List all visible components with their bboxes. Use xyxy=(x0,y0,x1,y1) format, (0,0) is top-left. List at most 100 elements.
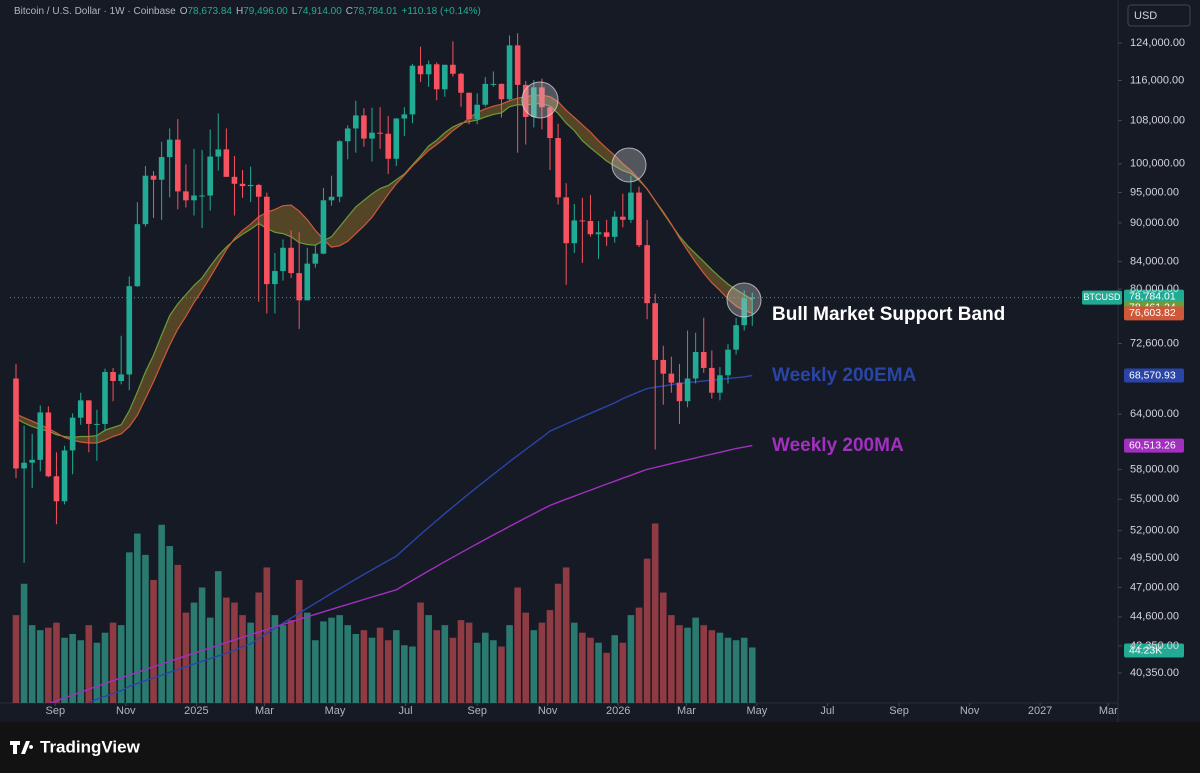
volume-bar xyxy=(465,622,473,703)
candle-body xyxy=(644,245,650,304)
volume-bar xyxy=(659,592,667,703)
indicator-line xyxy=(15,94,753,444)
y-tick-label: 124,000.00 xyxy=(1130,37,1185,49)
y-tick-label: 44,600.00 xyxy=(1130,611,1179,623)
candle-body xyxy=(61,450,68,502)
volume-bar xyxy=(109,622,117,703)
volume-bar xyxy=(287,620,295,703)
volume-bar xyxy=(142,554,149,703)
annotation: Bull Market Support Band xyxy=(772,304,1005,325)
volume-bar xyxy=(263,567,271,703)
candle-body xyxy=(296,273,302,301)
candle-body xyxy=(183,191,189,201)
annotation: Weekly 200EMA xyxy=(772,365,917,386)
volume-bar xyxy=(457,620,465,703)
volume-bar xyxy=(692,617,699,703)
volume-bar xyxy=(360,630,368,703)
candle-body xyxy=(676,382,683,402)
volume-bar xyxy=(554,583,562,703)
volume-bar xyxy=(708,630,716,703)
x-tick-label: Jul xyxy=(398,705,412,717)
y-tick-label: 55,000.00 xyxy=(1130,493,1179,505)
volume-bar xyxy=(732,640,740,703)
volume-bar xyxy=(716,632,724,703)
candle-body xyxy=(514,45,521,85)
x-tick-label: Sep xyxy=(889,705,909,717)
x-tick-label: Sep xyxy=(46,705,66,717)
volume-bar xyxy=(481,632,489,703)
candle-body xyxy=(29,459,35,463)
volume-bar xyxy=(247,622,254,703)
candle-body xyxy=(652,303,658,360)
symbol-tag xyxy=(1082,290,1122,305)
header-text: 74,914.00 xyxy=(297,6,342,17)
volume-bar xyxy=(368,637,376,703)
candle-body xyxy=(579,220,586,222)
volume-bar xyxy=(490,640,497,703)
volume-bar xyxy=(312,640,319,703)
volume-bar xyxy=(392,630,400,703)
y-tick-label: 49,500.00 xyxy=(1130,552,1179,564)
candle-body xyxy=(709,367,715,393)
candle-body xyxy=(150,175,157,180)
y-tick-label: 108,000.00 xyxy=(1130,115,1185,127)
currency-label[interactable]: USD xyxy=(1134,10,1157,22)
highlight-circle xyxy=(521,81,559,119)
candle-body xyxy=(13,378,19,469)
volume-bar xyxy=(603,652,610,703)
volume-bar xyxy=(231,602,238,703)
candle-body xyxy=(587,221,594,235)
volume-bar xyxy=(20,583,28,703)
candle-body xyxy=(126,286,133,375)
volume-bar xyxy=(449,637,457,703)
volume-bar xyxy=(740,637,748,703)
candle-body xyxy=(522,84,529,117)
indicator-line xyxy=(15,103,753,439)
volume-bar xyxy=(198,587,206,703)
candle-body xyxy=(86,400,92,424)
candle-body xyxy=(595,232,602,235)
candle-body xyxy=(288,247,294,274)
y-tick-label: 95,000.00 xyxy=(1130,186,1179,198)
y-tick-label: 84,000.00 xyxy=(1130,256,1179,268)
volume-bar xyxy=(223,597,230,703)
volume-bar xyxy=(77,640,85,703)
candle-body xyxy=(377,132,383,134)
volume-bar xyxy=(45,627,52,703)
candle-body xyxy=(110,371,116,382)
candle-body xyxy=(336,141,343,197)
volume-bar xyxy=(514,587,521,703)
candle-body xyxy=(207,156,213,196)
volume-bar xyxy=(538,622,546,703)
volume-bar xyxy=(69,633,76,703)
volume-bar xyxy=(651,523,659,703)
highlight-circle xyxy=(726,282,762,318)
volume-bar xyxy=(676,625,683,703)
volume-bar xyxy=(643,558,651,703)
volume-bar xyxy=(587,637,594,703)
candle-body xyxy=(312,253,319,264)
volume-bar xyxy=(530,630,538,703)
candle-body xyxy=(280,247,286,272)
volume-bar xyxy=(53,622,60,703)
candle-body xyxy=(433,64,440,90)
volume-bar xyxy=(239,615,246,703)
volume-bar xyxy=(498,646,505,703)
candle-body xyxy=(692,352,699,379)
currency-button[interactable] xyxy=(1127,4,1191,27)
candle-body xyxy=(255,184,262,197)
volume-bar xyxy=(595,642,602,703)
volume-bar xyxy=(174,564,182,703)
candle-body xyxy=(45,412,52,477)
price-tag-label: 78,784.01 xyxy=(1129,290,1176,302)
annotation: Weekly 200MA xyxy=(772,435,904,456)
candle-body xyxy=(401,114,408,119)
candle-body xyxy=(53,476,60,502)
volume-bar xyxy=(12,615,20,703)
x-tick-label: Nov xyxy=(116,705,136,717)
x-tick-label: Mar xyxy=(1099,705,1118,717)
x-tick-label: Mar xyxy=(255,705,274,717)
x-tick-label: Jul xyxy=(820,705,834,717)
candle-body xyxy=(547,107,553,139)
